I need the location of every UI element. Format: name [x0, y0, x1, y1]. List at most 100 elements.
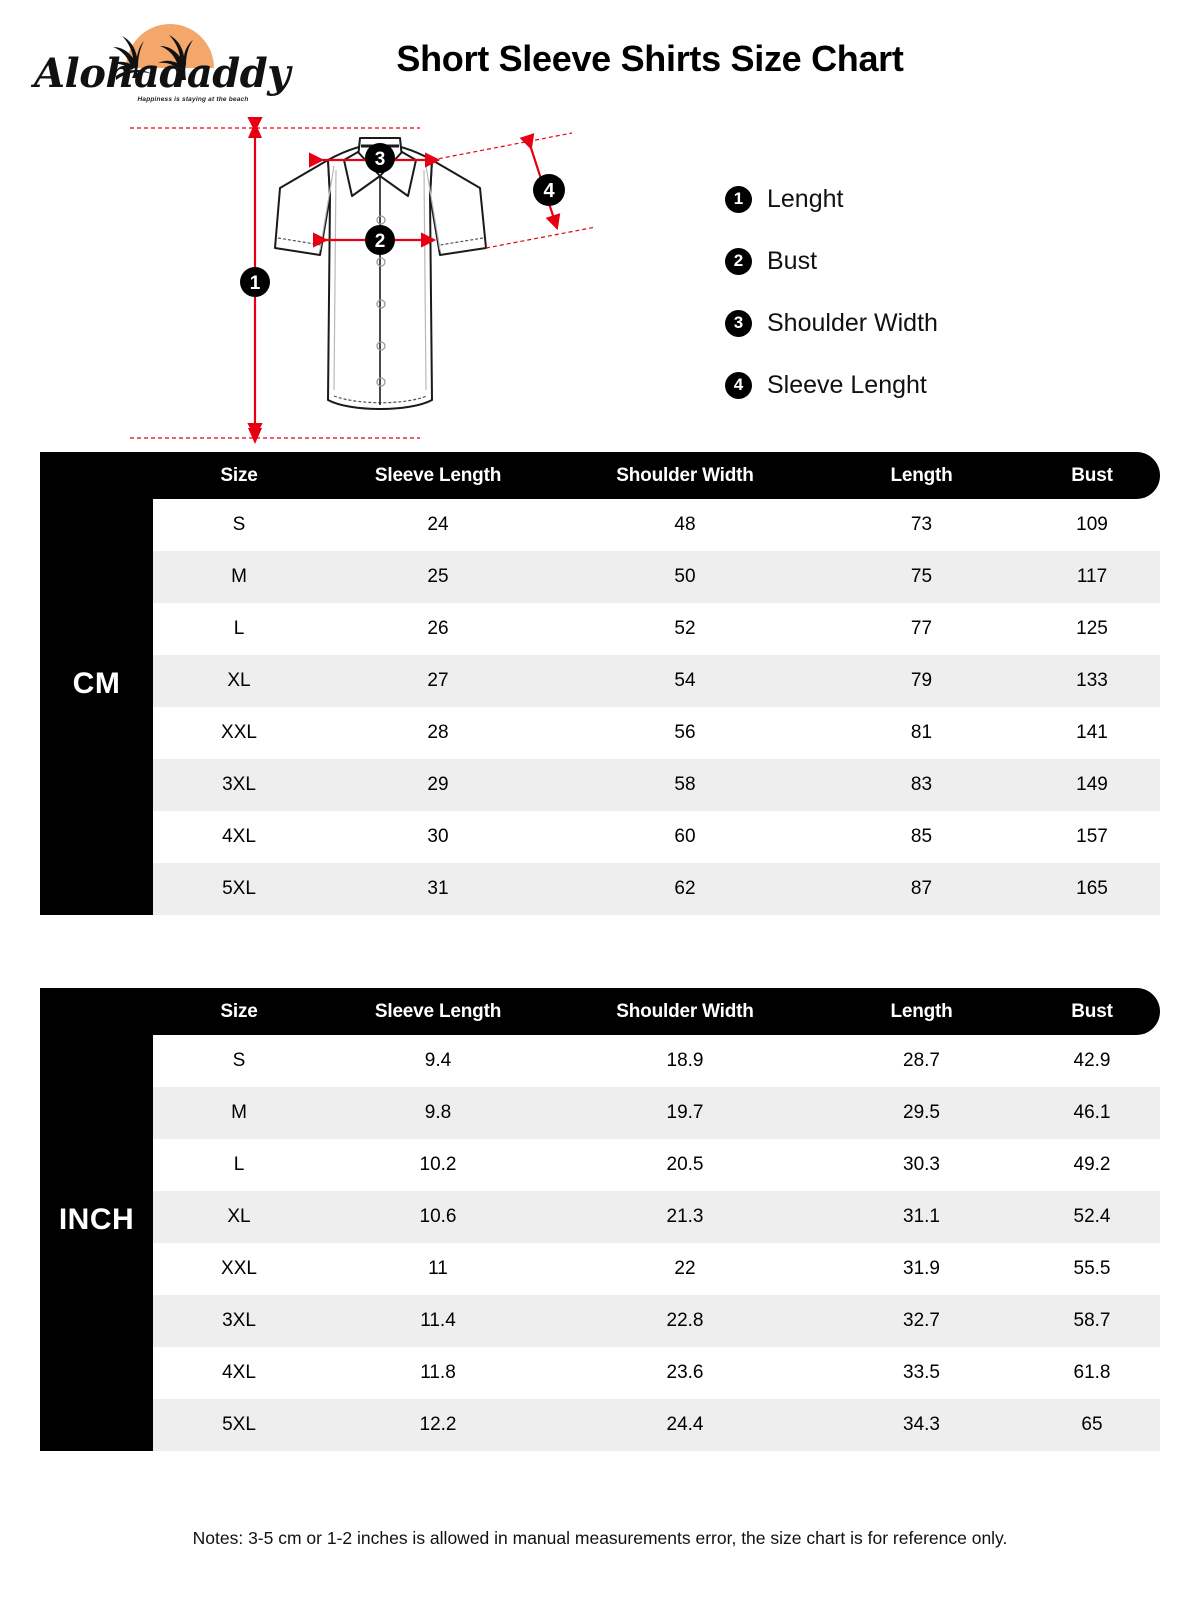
cell-size: XL [227, 670, 251, 691]
table-row: XL 27 54 79 133 [153, 655, 1160, 707]
cell-value: 56 [674, 722, 696, 743]
cell-value: 20.5 [666, 1154, 704, 1175]
measurement-legend: 1 Lenght 2 Bust 3 Shoulder Width 4 Sleev… [725, 168, 1065, 416]
notes-text: Notes: 3-5 cm or 1-2 inches is allowed i… [192, 1528, 1008, 1548]
cell-size: 4XL [222, 1362, 256, 1383]
cell-value: 79 [910, 670, 933, 691]
badge-1-length: 1 [240, 267, 270, 297]
cell-value: 9.4 [424, 1050, 452, 1071]
cell-value: 31 [427, 878, 449, 899]
cell-value: 27 [427, 670, 449, 691]
legend-item-bust: 2 Bust [725, 230, 1065, 292]
table-grid-inch: Size Sleeve Length Shoulder Width Length… [153, 988, 1160, 1451]
table-row: 4XL 11.8 23.6 33.5 61.8 [153, 1347, 1160, 1399]
table-row: XXL 28 56 81 141 [153, 707, 1160, 759]
legend-label-bust: Bust [767, 246, 818, 275]
badge-4-icon: 4 [725, 371, 752, 399]
logo-tagline: Happiness is staying at the beach [137, 96, 249, 103]
shirt-diagram-svg: 1 2 3 4 [130, 116, 597, 444]
table-header-row-inch: Size Sleeve Length Shoulder Width Length… [153, 988, 1160, 1035]
column-header-sleeve-length: Sleeve Length [374, 1000, 502, 1022]
cell-value: 32.7 [903, 1310, 940, 1331]
cell-value: 87 [910, 878, 933, 899]
cell-value: 55.5 [1073, 1258, 1111, 1279]
cell-value: 62 [674, 878, 696, 899]
table-row: S 9.4 18.9 28.7 42.9 [153, 1035, 1160, 1087]
cell-value: 61.8 [1073, 1362, 1111, 1383]
cell-value: 85 [910, 826, 933, 847]
size-table-inch: INCH Size Sleeve Length Shoulder Width L… [40, 988, 1160, 1451]
cell-value: 77 [910, 618, 933, 639]
badge-4-sleeve: 4 [533, 174, 565, 206]
cell-value: 165 [1076, 878, 1108, 899]
cell-value: 58.7 [1073, 1310, 1111, 1331]
cell-value: 49.2 [1073, 1154, 1111, 1175]
cell-value: 109 [1076, 514, 1108, 535]
cell-value: 11.8 [420, 1362, 456, 1383]
table-header-row-cm: Size Sleeve Length Shoulder Width Length… [153, 452, 1160, 499]
cell-value: 12.2 [419, 1414, 457, 1435]
cell-value: 25 [427, 566, 449, 587]
cell-size: XXL [221, 1258, 257, 1279]
cell-value: 60 [674, 826, 696, 847]
cell-value: 133 [1076, 670, 1108, 691]
badge-2-bust: 2 [365, 225, 395, 255]
legend-item-shoulder-width: 3 Shoulder Width [725, 292, 1065, 354]
logo-wordmark: Alohadaddy [34, 50, 290, 97]
cell-value: 81 [910, 722, 933, 743]
page-title: Short Sleeve Shirts Size Chart [396, 38, 904, 79]
cell-size: L [233, 1154, 245, 1175]
cell-value: 29.5 [903, 1102, 940, 1123]
table-row: S 24 48 73 109 [153, 499, 1160, 551]
table-row: M 9.8 19.7 29.5 46.1 [153, 1087, 1160, 1139]
table-body-cm: S 24 48 73 109 M 25 50 75 117 L 26 52 77 125 XL 27 54 79 13… [153, 499, 1160, 915]
cell-value: 18.9 [666, 1050, 704, 1071]
cell-value: 65 [1081, 1414, 1103, 1435]
brand-logo: Alohadaddy Happiness is staying at the b… [34, 14, 290, 110]
legend-label-length: Lenght [767, 184, 844, 213]
table-row: 5XL 31 62 87 165 [153, 863, 1160, 915]
cell-value: 83 [910, 774, 933, 795]
column-header-bust: Bust [1071, 1000, 1113, 1022]
column-header-length: Length [890, 464, 953, 486]
cell-size: M [231, 1102, 247, 1123]
unit-column-inch: INCH [40, 988, 153, 1451]
cell-value: 29 [427, 774, 449, 795]
svg-text:2: 2 [375, 231, 386, 252]
cell-value: 73 [910, 514, 933, 535]
cell-value: 54 [674, 670, 696, 691]
table-row: L 26 52 77 125 [153, 603, 1160, 655]
shirt-measurement-diagram: 1 2 3 4 [120, 100, 640, 450]
cell-value: 11 [428, 1258, 448, 1279]
column-header-shoulder-width: Shoulder Width [616, 464, 754, 486]
cell-value: 46.1 [1073, 1102, 1111, 1123]
cell-size: 5XL [222, 1414, 256, 1435]
cell-value: 31.1 [903, 1206, 940, 1227]
cell-value: 141 [1076, 722, 1108, 743]
cell-value: 22 [674, 1258, 696, 1279]
cell-size: M [231, 566, 247, 587]
svg-text:1: 1 [250, 273, 261, 294]
cell-value: 75 [910, 566, 933, 587]
cell-size: 3XL [222, 1310, 256, 1331]
cell-value: 50 [674, 566, 696, 587]
cell-value: 23.6 [666, 1362, 704, 1383]
cell-value: 28 [427, 722, 449, 743]
cell-value: 10.2 [419, 1154, 457, 1175]
cell-value: 10.6 [419, 1206, 457, 1227]
badge-1-icon: 1 [725, 185, 752, 213]
cell-value: 21.3 [666, 1206, 704, 1227]
logo-graphic [111, 24, 214, 80]
cell-value: 149 [1076, 774, 1108, 795]
column-header-size: Size [220, 464, 258, 486]
unit-label-inch: INCH [58, 1202, 135, 1236]
cell-value: 33.5 [903, 1362, 940, 1383]
cell-value: 24.4 [666, 1414, 704, 1435]
unit-label-cm: CM [72, 666, 121, 700]
cell-value: 31.9 [903, 1258, 940, 1279]
badge-3-shoulder: 3 [365, 143, 395, 173]
table-row: 3XL 29 58 83 149 [153, 759, 1160, 811]
badge-2-icon: 2 [725, 247, 752, 275]
table-row: L 10.2 20.5 30.3 49.2 [153, 1139, 1160, 1191]
